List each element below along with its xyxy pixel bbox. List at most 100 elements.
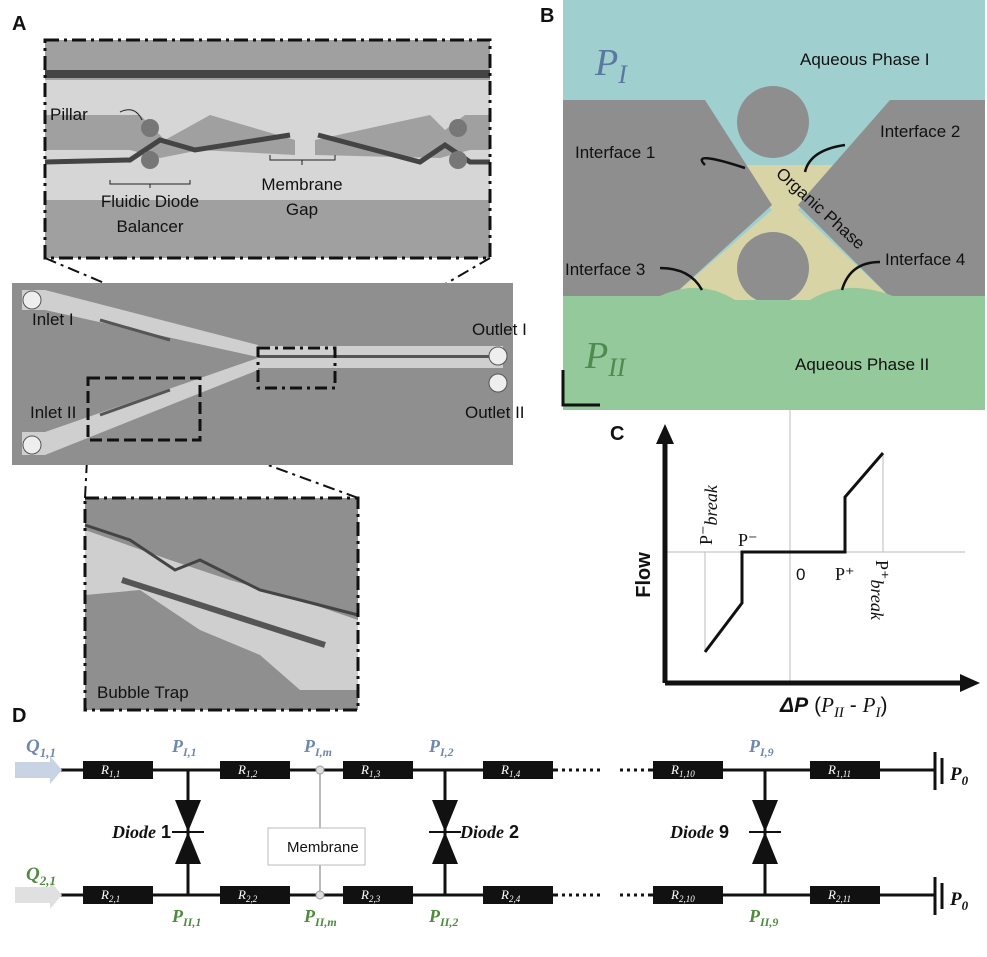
label: Aqueous Phase I	[800, 50, 929, 69]
diode	[752, 832, 778, 864]
subscript: II,2	[439, 915, 458, 929]
diode	[752, 800, 778, 832]
label: Balancer	[116, 217, 183, 236]
symbol: R	[360, 887, 369, 902]
subscript: II,m	[314, 915, 337, 929]
text-part: I	[617, 60, 628, 89]
symbol: R	[670, 887, 679, 902]
diode	[432, 832, 458, 864]
figure: A Pillar Fluidic Diode Balancer Membrane…	[0, 0, 987, 957]
node-label: PI,2	[428, 736, 454, 759]
text-part: P⁻	[696, 525, 716, 545]
flow-label: Q1,1	[26, 736, 56, 760]
symbol: R	[827, 887, 836, 902]
word: Diode	[669, 822, 714, 842]
word: Diode	[459, 822, 504, 842]
label: Membrane	[261, 175, 342, 194]
flow-label: Q2,1	[26, 864, 56, 888]
text-part: P	[949, 764, 962, 785]
text-part: break	[867, 580, 887, 621]
text-part: P	[820, 693, 834, 717]
panel-letter: D	[12, 705, 26, 727]
text-part: P	[949, 889, 962, 910]
membrane-label: Membrane	[287, 839, 359, 856]
symbol: R	[100, 887, 109, 902]
tick-label: 0	[796, 565, 805, 584]
subscript: II,9	[759, 915, 778, 929]
subscript: 2,1	[109, 894, 120, 904]
subscript: I,9	[759, 745, 774, 759]
x-axis-label: ΔP(PII - PI)	[779, 693, 887, 721]
chip	[12, 283, 513, 465]
shape	[656, 424, 674, 444]
node-label: PII,2	[428, 906, 458, 929]
panel-letter: B	[540, 5, 554, 27]
text-part: -	[844, 694, 863, 717]
diode	[432, 800, 458, 832]
ground-label: P0	[949, 889, 969, 913]
subscript: 2,10	[679, 894, 695, 904]
shape	[489, 347, 507, 365]
shape	[23, 436, 41, 454]
label: Interface 4	[885, 250, 965, 269]
text-part: P	[584, 335, 608, 377]
symbol: R	[237, 762, 246, 777]
bottom-inset	[85, 498, 358, 710]
text-part: II	[607, 353, 627, 382]
shape	[316, 766, 324, 774]
subscript: I,2	[439, 745, 454, 759]
subscript: 1,1	[109, 769, 120, 779]
ground-label: P0	[949, 764, 969, 788]
subscript: 2,4	[509, 894, 521, 904]
label: Fluidic Diode	[101, 192, 199, 211]
text-part: 2,1	[39, 873, 56, 888]
shape	[449, 151, 467, 169]
tick-label: P⁻	[738, 530, 758, 550]
number: 1	[161, 822, 171, 842]
symbol: R	[500, 762, 509, 777]
iv-plot	[656, 410, 980, 692]
symbol: R	[237, 887, 246, 902]
top-inset	[45, 40, 490, 258]
shape	[141, 119, 159, 137]
label: Inlet II	[30, 403, 76, 422]
tick-label: P⁺	[835, 564, 855, 584]
label: Inlet I	[32, 310, 74, 329]
subscript: 1,3	[369, 769, 381, 779]
label: Bubble Trap	[97, 683, 189, 702]
label: Interface 2	[880, 122, 960, 141]
text-part: 0	[962, 773, 969, 788]
subscript: 1,2	[246, 769, 258, 779]
text-part: 1,1	[40, 745, 56, 760]
text-part: P⁺	[872, 560, 892, 580]
shape	[316, 891, 324, 899]
shape	[23, 291, 41, 309]
text-part: Q	[26, 736, 40, 757]
diode-label: Diode9	[669, 822, 729, 842]
subscript: II,1	[182, 915, 201, 929]
text-part: (	[814, 694, 821, 717]
shape	[449, 119, 467, 137]
label: Pillar	[50, 105, 88, 124]
tick-label: P⁻break	[696, 484, 721, 545]
label: Outlet II	[465, 403, 525, 422]
subscript: I,m	[314, 745, 332, 759]
symbol: R	[827, 762, 836, 777]
label: Aqueous Phase II	[795, 355, 929, 374]
shape	[737, 86, 809, 158]
diode	[175, 832, 201, 864]
subscript: 1,10	[679, 769, 695, 779]
word: Diode	[111, 822, 156, 842]
shape	[737, 232, 809, 304]
symbol: R	[360, 762, 369, 777]
text-part: 0	[962, 898, 969, 913]
node-label: PI,m	[303, 736, 332, 759]
subscript: I,1	[182, 745, 197, 759]
panel-letter: A	[12, 13, 26, 35]
text-part: ΔP	[779, 694, 809, 717]
node-label: PI,9	[748, 736, 774, 759]
text-part: )	[880, 694, 887, 717]
y-axis-label: Flow	[633, 552, 655, 598]
